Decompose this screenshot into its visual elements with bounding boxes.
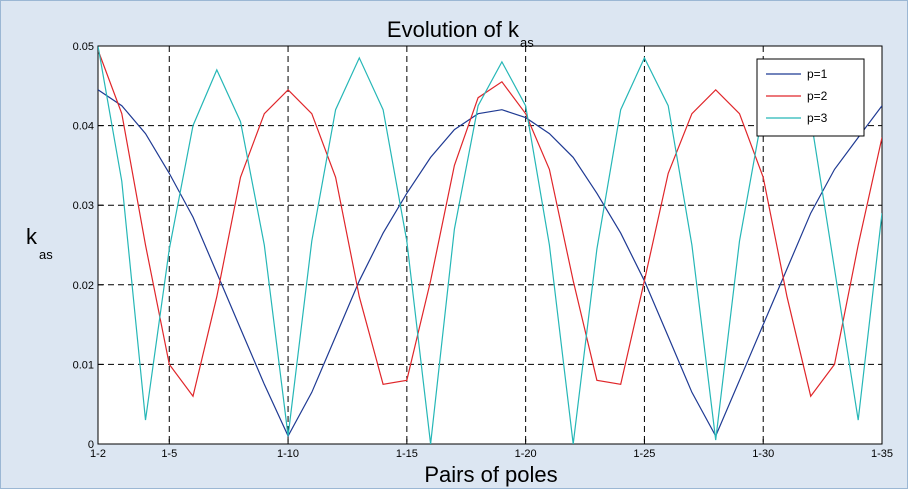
- x-tick-label: 1-35: [871, 448, 893, 460]
- series-line-p-1: [98, 89, 882, 438]
- x-tick-label: 1-15: [396, 448, 418, 460]
- chart-title-subscript: as: [520, 35, 534, 50]
- y-tick-label: 0.04: [73, 121, 94, 133]
- y-tick-label: 0.01: [73, 359, 94, 371]
- legend: p=1 p=2 p=3: [756, 58, 865, 137]
- series-line-p-2: [98, 49, 882, 398]
- y-tick-label: 0.03: [73, 200, 94, 212]
- plot-area: [97, 45, 883, 445]
- x-tick-label: 1-2: [90, 448, 106, 460]
- y-tick-label: 0.05: [73, 41, 94, 53]
- x-axis-label: Pairs of poles: [424, 462, 557, 487]
- legend-label-p-2: p=2: [807, 89, 828, 103]
- y-axis-label-subscript: as: [39, 247, 53, 262]
- x-tick-label: 1-10: [277, 448, 299, 460]
- legend-label-p-1: p=1: [807, 67, 828, 81]
- x-tick-label: 1-20: [515, 448, 537, 460]
- legend-box: [756, 58, 865, 137]
- series-line-p-3: [98, 46, 882, 444]
- series-lines: [98, 46, 882, 444]
- chart-title: Evolution of k: [387, 17, 520, 42]
- y-tick-label: 0: [88, 439, 94, 451]
- legend-label-p-3: p=3: [807, 111, 828, 125]
- y-tick-label: 0.02: [73, 280, 94, 292]
- y-axis-label: k: [26, 224, 38, 249]
- x-tick-label: 1-30: [752, 448, 774, 460]
- x-tick-label: 1-25: [633, 448, 655, 460]
- axes: 1-2 1-5 1-10 1-15 1-20 1-25 1-30 1-35 0 0.01 0.02 0…: [73, 41, 893, 460]
- x-tick-label: 1-5: [161, 448, 177, 460]
